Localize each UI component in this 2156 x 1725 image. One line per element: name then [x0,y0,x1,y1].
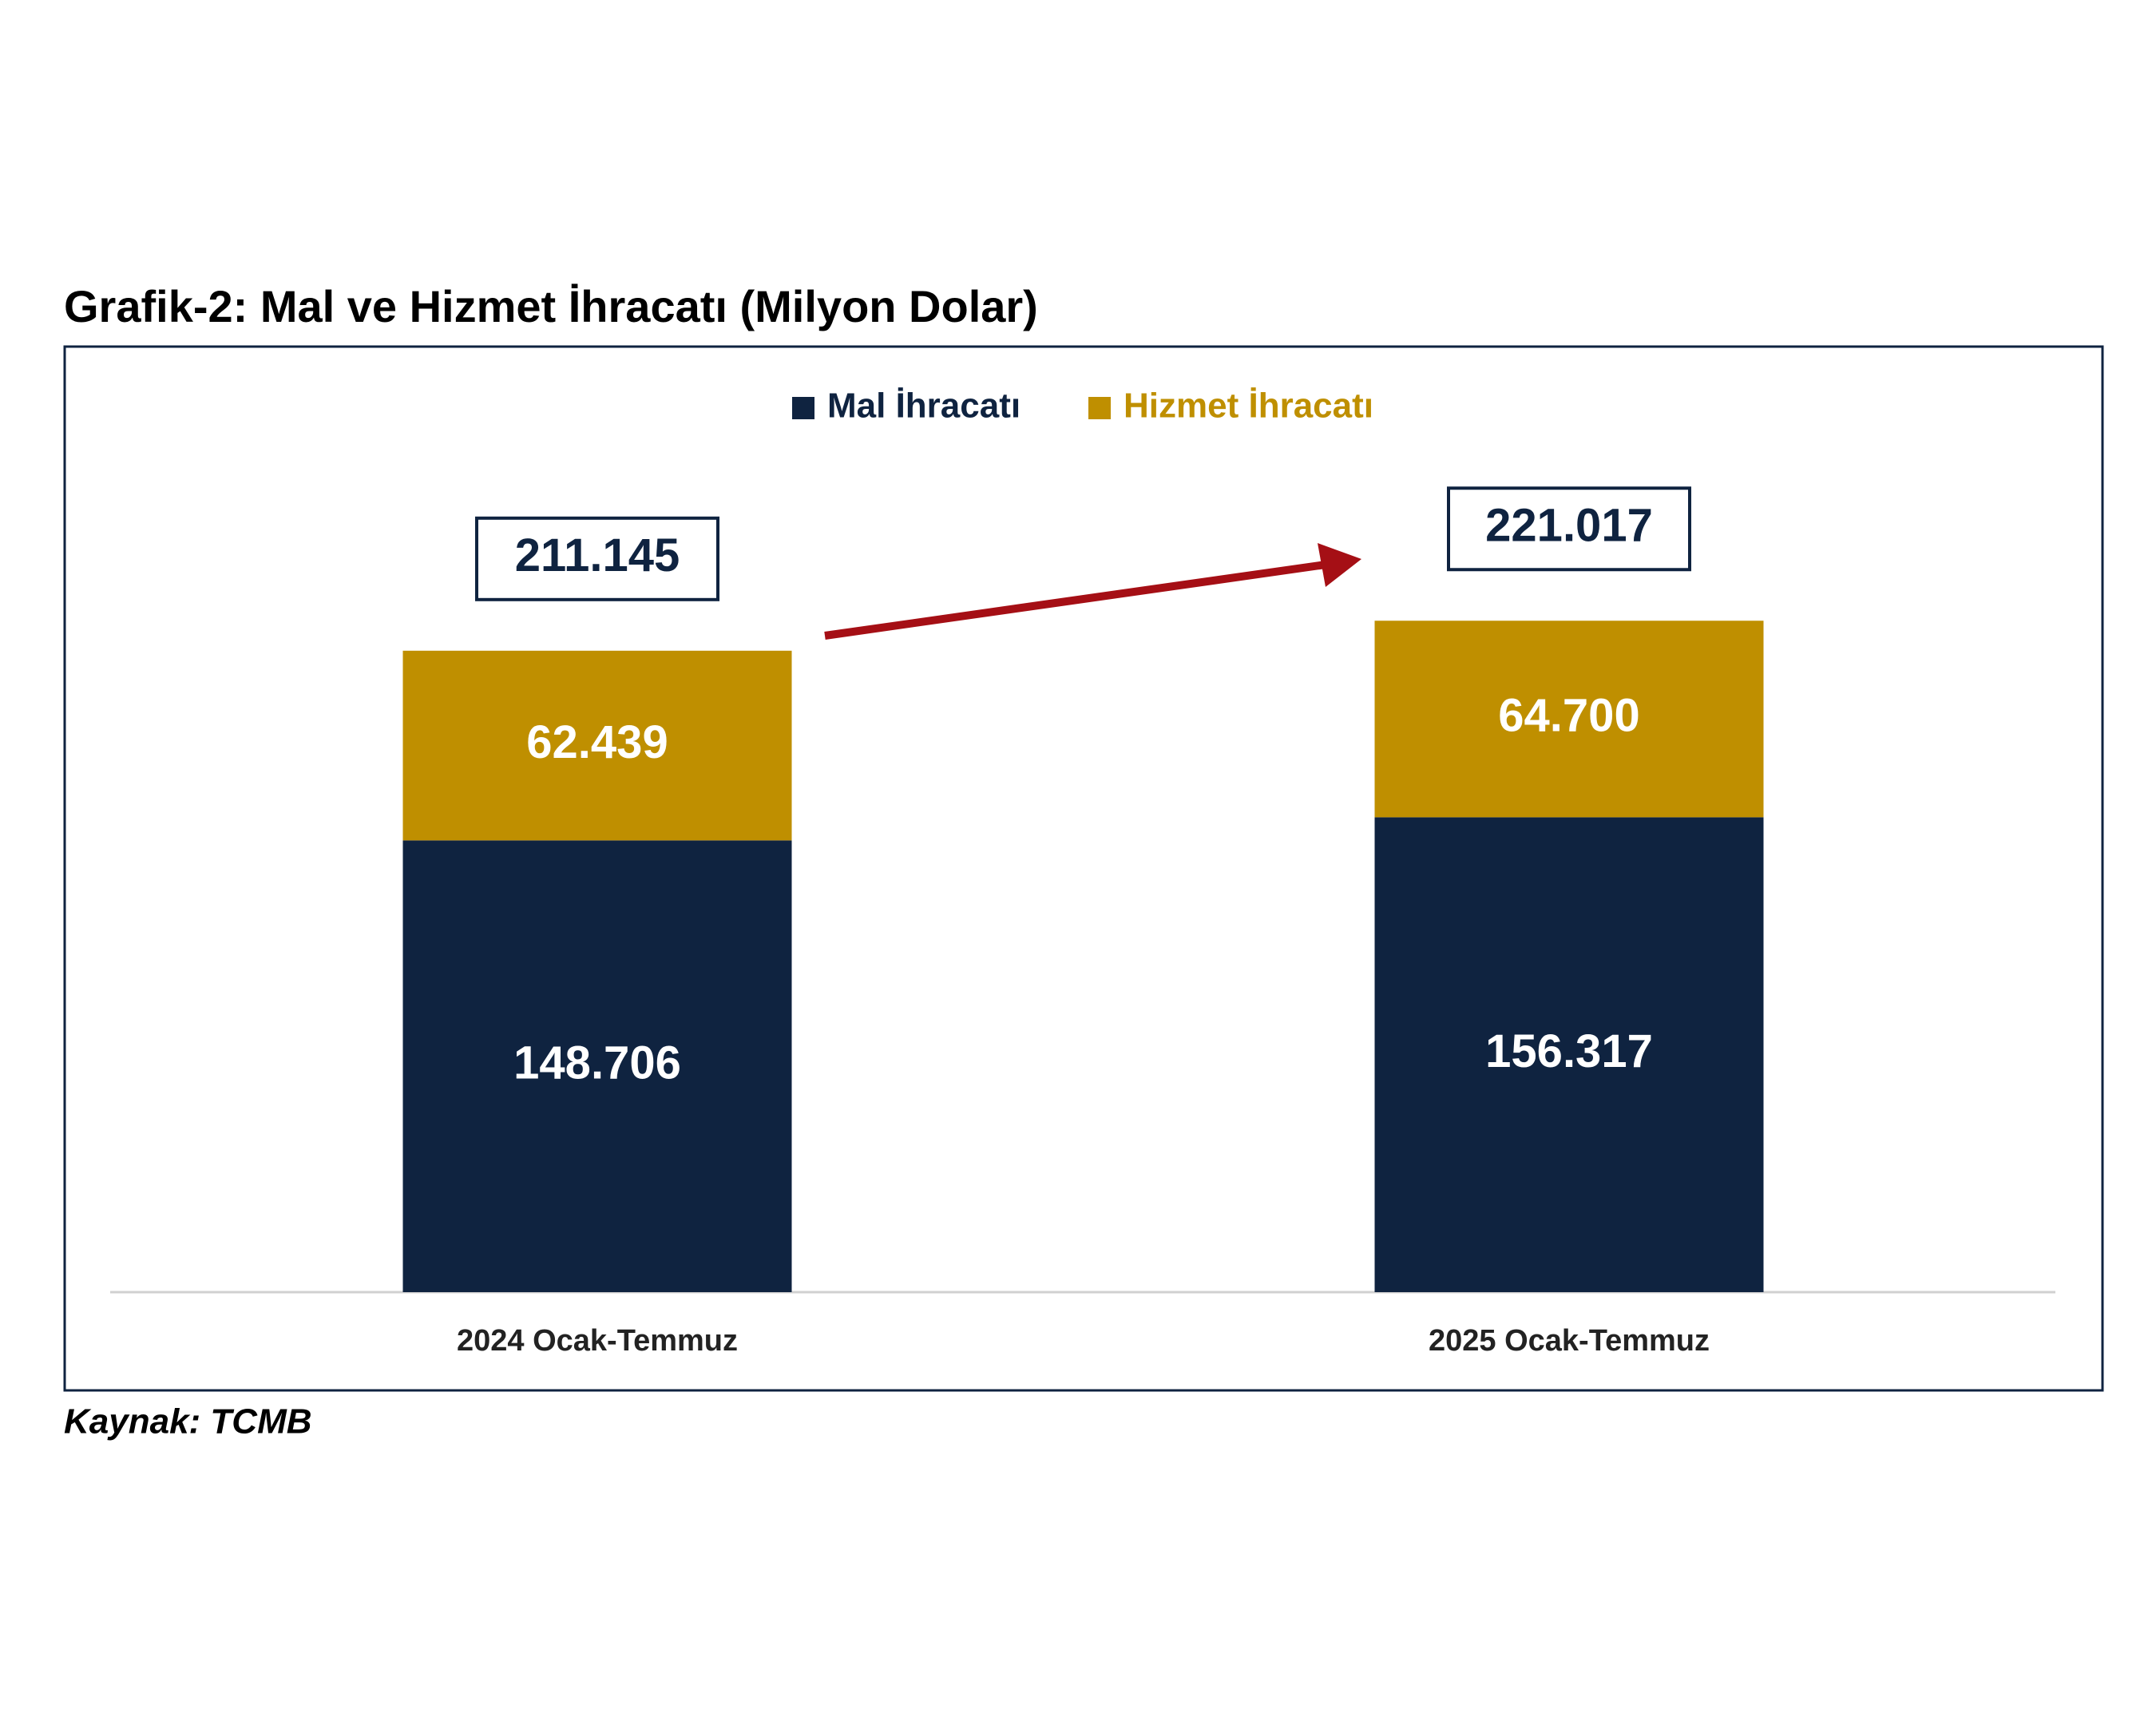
legend-label: Mal İhracatı [827,387,1021,426]
total-box [1447,486,1691,572]
bar-value-label: 62.439 [526,716,668,768]
bar-value-label: 64.700 [1498,690,1639,742]
bar-segment [1374,817,1764,1292]
legend-swatch [1088,397,1111,419]
bar-segment [402,650,792,841]
legend-swatch [792,397,814,419]
source-note: Kaynak: TCMB [64,1402,312,1441]
total-box [475,516,719,601]
arrow-head [1318,543,1361,587]
trend-arrow [824,543,1361,640]
bar-value-label: 156.317 [1485,1025,1653,1077]
bar-segment [402,840,792,1292]
chart-title: Grafik-2: Mal ve Hizmet İhracatı (Milyon… [64,281,1038,331]
arrow-shaft [824,561,1326,640]
x-tick-label: 2024 Ocak-Temmuz [457,1324,738,1358]
bar-value-label: 148.706 [513,1037,681,1089]
x-tick-label: 2025 Ocak-Temmuz [1429,1324,1710,1358]
legend-label: Hizmet İhracatı [1124,387,1373,426]
total-label: 221.017 [1485,500,1653,552]
chart-frame [63,345,2104,1392]
bar-segment [1374,621,1764,818]
total-label: 211.145 [515,529,680,581]
